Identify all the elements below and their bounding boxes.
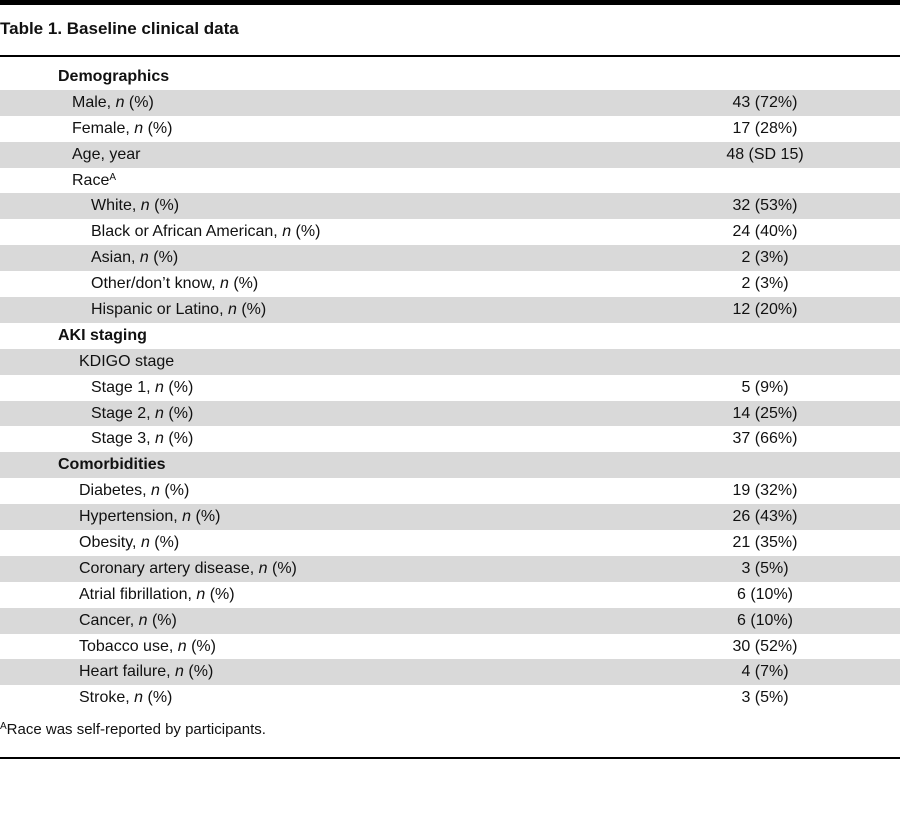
- row-value: 30 (52%): [732, 637, 798, 655]
- table-row: Hypertension, n (%) 26 (43%): [0, 504, 900, 531]
- row-label: Tobacco use, n (%): [79, 637, 216, 655]
- row-value: 3 (5%): [741, 689, 789, 707]
- clinical-data-table: Demographics Male, n (%) 43 (72%) Female, n…: [0, 64, 900, 711]
- row-label: Stage 1, n (%): [91, 378, 194, 396]
- row-value: 6 (10%): [736, 585, 794, 603]
- table-row: Heart failure, n (%) 4 (7%): [0, 659, 900, 686]
- row-label: Male, n (%): [72, 93, 154, 111]
- table-row: RaceA: [0, 168, 900, 194]
- row-value: 26 (43%): [732, 508, 798, 526]
- table-title: Table 1. Baseline clinical data: [0, 19, 239, 38]
- section-header-row: Comorbidities: [0, 452, 900, 479]
- top-rule: [0, 0, 900, 5]
- row-label: Other/don’t know, n (%): [91, 275, 259, 293]
- title-rule: [0, 55, 900, 57]
- table-row: Stroke, n (%) 3 (5%): [0, 685, 900, 711]
- row-label: RaceA: [72, 171, 117, 189]
- table-row: White, n (%) 32 (53%): [0, 193, 900, 220]
- row-label: Stroke, n (%): [79, 689, 173, 707]
- row-label: Coronary artery disease, n (%): [79, 559, 297, 577]
- bottom-rule: [0, 757, 900, 759]
- table-row: Asian, n (%) 2 (3%): [0, 245, 900, 272]
- table-row: Age, year 48 (SD 15): [0, 141, 900, 168]
- section-label: Demographics: [58, 68, 170, 85]
- table-row: Diabetes, n (%) 19 (32%): [0, 478, 900, 504]
- footnote-marker: A: [109, 171, 117, 183]
- row-label: Stage 2, n (%): [91, 404, 194, 422]
- row-label: White, n (%): [91, 197, 180, 215]
- table-row: Cancer, n (%) 6 (10%): [0, 607, 900, 634]
- row-value: 6 (10%): [736, 611, 794, 629]
- row-label: Hypertension, n (%): [79, 508, 221, 526]
- row-label: Cancer, n (%): [79, 611, 177, 629]
- row-label: Diabetes, n (%): [79, 482, 190, 500]
- table-row: Stage 2, n (%) 14 (25%): [0, 400, 900, 427]
- row-label: Heart failure, n (%): [79, 663, 214, 681]
- row-value: 43 (72%): [732, 93, 798, 111]
- row-value: 32 (53%): [732, 197, 798, 215]
- row-label: KDIGO stage: [79, 352, 175, 370]
- row-label: Atrial fibrillation, n (%): [79, 585, 235, 603]
- table-row: Atrial fibrillation, n (%) 6 (10%): [0, 582, 900, 608]
- table-row: Tobacco use, n (%) 30 (52%): [0, 634, 900, 660]
- table-row: Female, n (%) 17 (28%): [0, 116, 900, 142]
- table-row: Black or African American, n (%) 24 (40%): [0, 219, 900, 245]
- table-row: Stage 1, n (%) 5 (9%): [0, 375, 900, 401]
- table-row: Male, n (%) 43 (72%): [0, 89, 900, 116]
- row-value: 2 (3%): [741, 275, 789, 293]
- row-label: Stage 3, n (%): [91, 430, 194, 448]
- row-value: 17 (28%): [732, 119, 798, 137]
- row-value: 4 (7%): [741, 663, 789, 681]
- section-header-row: Demographics: [0, 64, 900, 90]
- row-label: Hispanic or Latino, n (%): [91, 301, 267, 319]
- table-row: Other/don’t know, n (%) 2 (3%): [0, 271, 900, 297]
- row-value: 21 (35%): [732, 534, 798, 552]
- footnote-text: Race was self-reported by participants.: [6, 721, 266, 738]
- row-value: 37 (66%): [732, 430, 798, 448]
- row-label: Female, n (%): [72, 119, 173, 137]
- row-value: 24 (40%): [732, 223, 798, 241]
- table-row: Coronary artery disease, n (%) 3 (5%): [0, 555, 900, 582]
- row-label: Asian, n (%): [91, 249, 179, 267]
- section-label: AKI staging: [58, 326, 147, 344]
- table-row: Stage 3, n (%) 37 (66%): [0, 426, 900, 452]
- table-row: KDIGO stage: [0, 348, 900, 375]
- row-value: 14 (25%): [732, 404, 798, 422]
- section-header-row: AKI staging: [0, 323, 900, 349]
- row-value: 12 (20%): [732, 301, 798, 319]
- table-row: Obesity, n (%) 21 (35%): [0, 530, 900, 556]
- row-label: Black or African American, n (%): [91, 223, 321, 241]
- table-footnote: ARace was self-reported by participants.: [0, 721, 266, 738]
- row-value: 48 (SD 15): [726, 145, 804, 163]
- row-value: 19 (32%): [732, 482, 798, 500]
- row-value: 2 (3%): [741, 249, 789, 267]
- row-label: Age, year: [72, 145, 141, 163]
- footnote-marker: A: [0, 721, 7, 732]
- row-value: 3 (5%): [741, 559, 789, 577]
- row-value: 5 (9%): [741, 378, 789, 396]
- table-row: Hispanic or Latino, n (%) 12 (20%): [0, 297, 900, 323]
- row-label: Obesity, n (%): [79, 534, 180, 552]
- section-label: Comorbidities: [58, 456, 166, 474]
